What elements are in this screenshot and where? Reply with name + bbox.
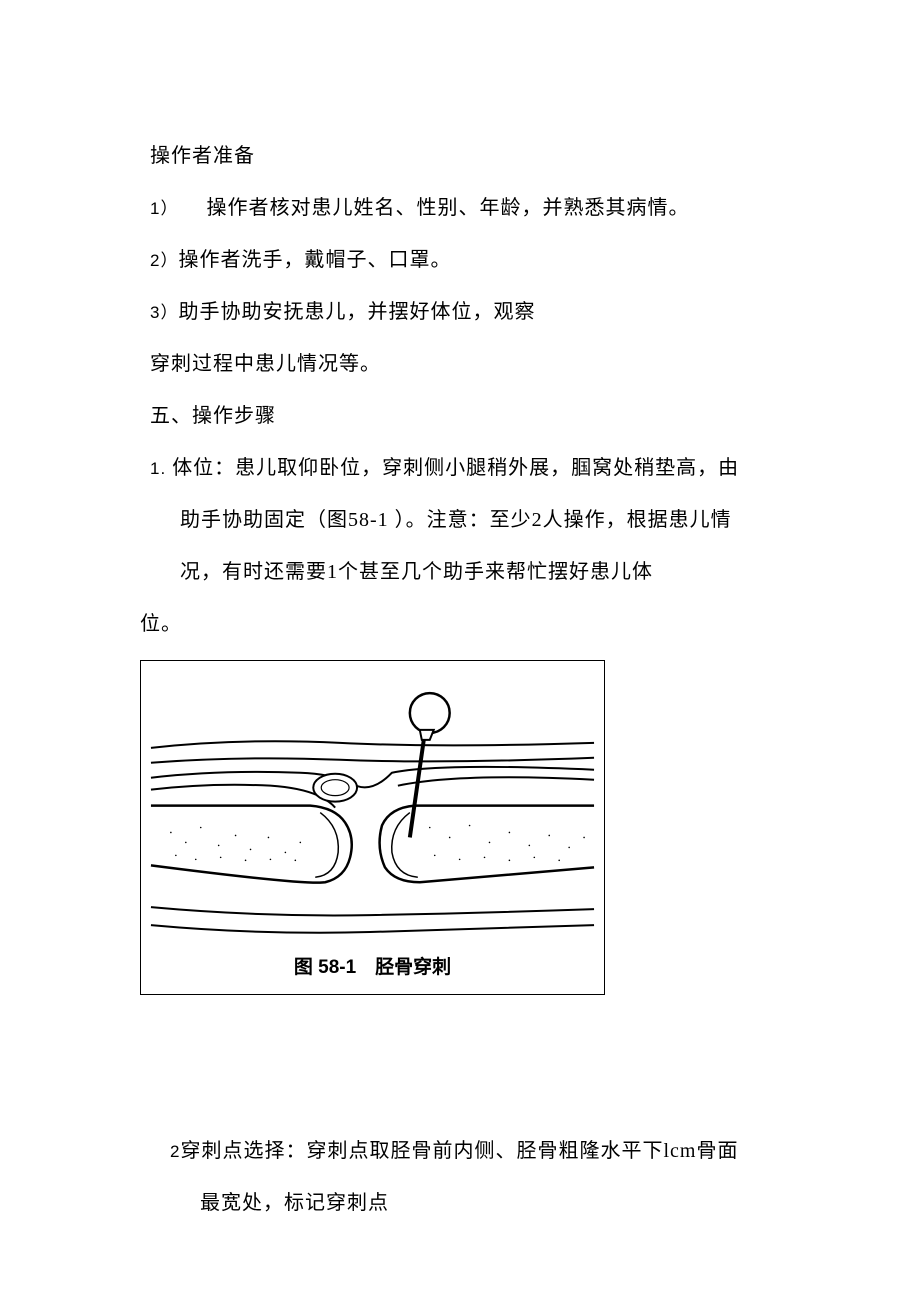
list-item-3-cont: 穿刺过程中患儿情况等。 [150,338,780,390]
item-number: 3） [150,303,178,322]
list-item-3: 3）助手协助安抚患儿，并摆好体位，观察 [150,286,780,338]
item-text: 操作者核对患儿姓名、性别、年龄，并熟悉其病情。 [206,197,689,219]
step-text: 体位：患儿取仰卧位，穿刺侧小腿稍外展，腘窝处稍垫高，由 [166,457,739,479]
tibia-puncture-diagram [141,661,604,994]
item-text: 操作者洗手，戴帽子、口罩。 [178,249,451,271]
step-1-line3: 况，有时还需要1个甚至几个助手来帮忙摆好患儿体 [180,546,780,598]
step-number: 1. [150,459,166,478]
step-number: 2 [170,1142,180,1161]
step-2-line1: 2穿刺点选择：穿刺点取胫骨前内侧、胫骨粗隆水平下lcm骨面 [170,1125,780,1177]
list-item-2: 2）操作者洗手，戴帽子、口罩。 [150,234,780,286]
step-1-line2: 助手协助固定（图58-1 ）。注意：至少2人操作，根据患儿情 [180,494,780,546]
item-text: 助手协助安抚患儿，并摆好体位，观察 [178,301,535,323]
step-1-line1: 1. 体位：患儿取仰卧位，穿刺侧小腿稍外展，腘窝处稍垫高，由 [150,442,780,494]
step-2-line2: 最宽处，标记穿刺点 [200,1177,780,1229]
step-text: 穿刺点选择：穿刺点取胫骨前内侧、胫骨粗隆水平下lcm骨面 [180,1140,738,1162]
figure-caption: 图 58-1 胫骨穿刺 [141,952,604,979]
section-title-5: 五、操作步骤 [150,390,780,442]
item-number: 2） [150,251,178,270]
list-item-1: 1） 操作者核对患儿姓名、性别、年龄，并熟悉其病情。 [150,182,780,234]
figure-58-1: 图 58-1 胫骨穿刺 [140,660,605,995]
step-1-line4: 位。 [140,598,780,650]
section-heading: 操作者准备 [150,130,780,182]
item-number: 1） [150,199,178,218]
